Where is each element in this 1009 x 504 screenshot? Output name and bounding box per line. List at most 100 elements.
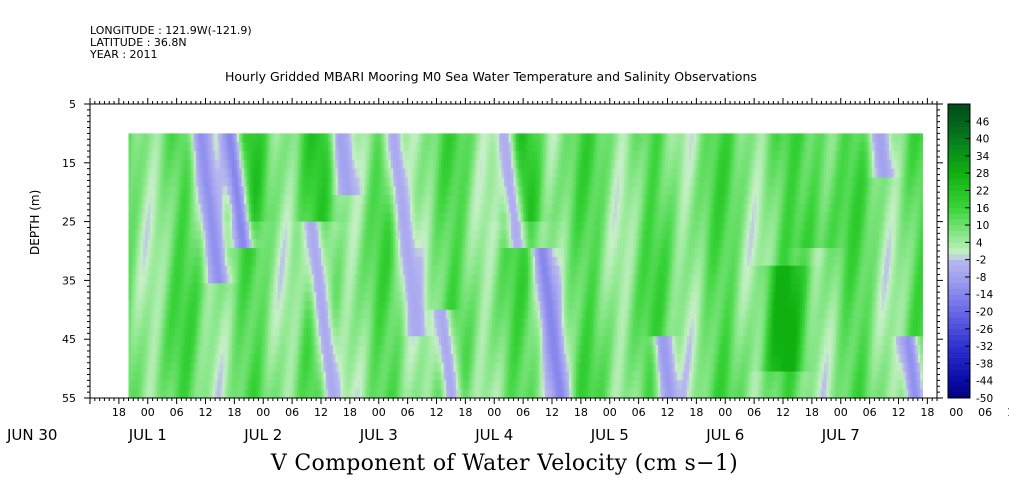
heatmap-cell (518, 133, 522, 143)
heatmap-cell (198, 371, 202, 381)
heatmap-cell (513, 274, 517, 284)
heatmap-cell (405, 336, 409, 346)
heatmap-cell (210, 362, 214, 372)
heatmap-cell (222, 362, 226, 372)
heatmap-cell (203, 353, 206, 364)
heatmap-cell (345, 212, 348, 222)
heatmap-cell (179, 362, 182, 372)
heatmap-cell (366, 186, 370, 196)
heatmap-cell (453, 389, 457, 399)
heatmap-cell (284, 248, 288, 258)
heatmap-cell (345, 159, 348, 170)
heatmap-cell (484, 159, 488, 170)
heatmap-cell (135, 274, 139, 284)
heatmap-cell (268, 159, 271, 170)
heatmap-cell (407, 221, 411, 231)
heatmap-cell (183, 327, 187, 337)
heatmap-cell (446, 195, 449, 205)
heatmap-cell (525, 212, 529, 222)
heatmap-cell (265, 292, 269, 302)
heatmap-cell (299, 177, 303, 187)
heatmap-cell (318, 142, 322, 152)
heatmap-cell (417, 230, 421, 240)
heatmap-cell (210, 309, 214, 320)
heatmap-cell (282, 362, 286, 372)
heatmap-cell (308, 292, 312, 302)
heatmap-cell (410, 353, 413, 364)
heatmap-cell (462, 186, 466, 196)
heatmap-cell (523, 345, 526, 355)
heatmap-cell (157, 353, 161, 364)
heatmap-cell (198, 345, 202, 355)
heatmap-cell (188, 283, 192, 293)
heatmap-cell (200, 389, 204, 399)
heatmap-cell (330, 142, 334, 152)
heatmap-cell (200, 300, 204, 311)
heatmap-cell (390, 151, 394, 161)
heatmap-cell (219, 195, 223, 205)
heatmap-cell (525, 159, 529, 170)
heatmap-cell (142, 336, 146, 346)
heatmap-cell (407, 309, 411, 320)
heatmap-cell (479, 362, 483, 372)
heatmap-cell (200, 318, 204, 328)
heatmap-cell (424, 309, 428, 320)
heatmap-cell (527, 142, 531, 152)
heatmap-cell (361, 239, 365, 249)
heatmap-cell (289, 371, 293, 381)
heatmap-cell (342, 151, 346, 161)
heatmap-cell (265, 203, 269, 214)
heatmap-cell (371, 151, 375, 161)
heatmap-cell (236, 221, 240, 231)
heatmap-cell (513, 300, 517, 311)
heatmap-cell (467, 353, 471, 364)
heatmap-cell (349, 362, 353, 372)
heatmap-cell (496, 203, 500, 214)
heatmap-cell (424, 248, 428, 258)
heatmap-cell (453, 159, 457, 170)
heatmap-cell (203, 142, 206, 152)
heatmap-cell (501, 283, 505, 293)
heatmap-cell (130, 362, 134, 372)
heatmap-cell (174, 186, 178, 196)
heatmap-cell (340, 168, 344, 178)
heatmap-cell (443, 177, 447, 187)
heatmap-cell (311, 168, 315, 178)
heatmap-cell (181, 256, 185, 267)
heatmap-cell (323, 345, 327, 355)
heatmap-cell (183, 221, 187, 231)
heatmap-cell (450, 142, 454, 152)
heatmap-cell (489, 142, 493, 152)
heatmap-cell (181, 239, 185, 249)
heatmap-cell (328, 292, 332, 302)
heatmap-cell (210, 345, 214, 355)
heatmap-cell (441, 327, 445, 337)
heatmap-cell (499, 168, 502, 178)
heatmap-cell (222, 283, 226, 293)
heatmap-cell (475, 283, 478, 293)
heatmap-cell (301, 327, 305, 337)
heatmap-cell (487, 239, 490, 249)
heatmap-cell (385, 345, 389, 355)
heatmap-cell (453, 203, 457, 214)
heatmap-cell (491, 221, 495, 231)
heatmap-cell (176, 265, 180, 275)
heatmap-cell (277, 230, 281, 240)
heatmap-cell (369, 353, 372, 364)
heatmap-cell (400, 239, 404, 249)
heatmap-cell (296, 168, 300, 178)
heatmap-cell (167, 362, 170, 372)
heatmap-cell (145, 353, 149, 364)
heatmap-cell (366, 309, 370, 320)
heatmap-cell (400, 256, 404, 267)
heatmap-cell (417, 265, 421, 275)
heatmap-cell (193, 142, 197, 152)
heatmap-cell (503, 151, 507, 161)
heatmap-cell (506, 274, 510, 284)
heatmap-cell (511, 292, 514, 302)
heatmap-cell (520, 177, 524, 187)
heatmap-cell (210, 380, 214, 390)
heatmap-cell (207, 283, 211, 293)
heatmap-cell (321, 336, 324, 346)
heatmap-cell (405, 265, 409, 275)
